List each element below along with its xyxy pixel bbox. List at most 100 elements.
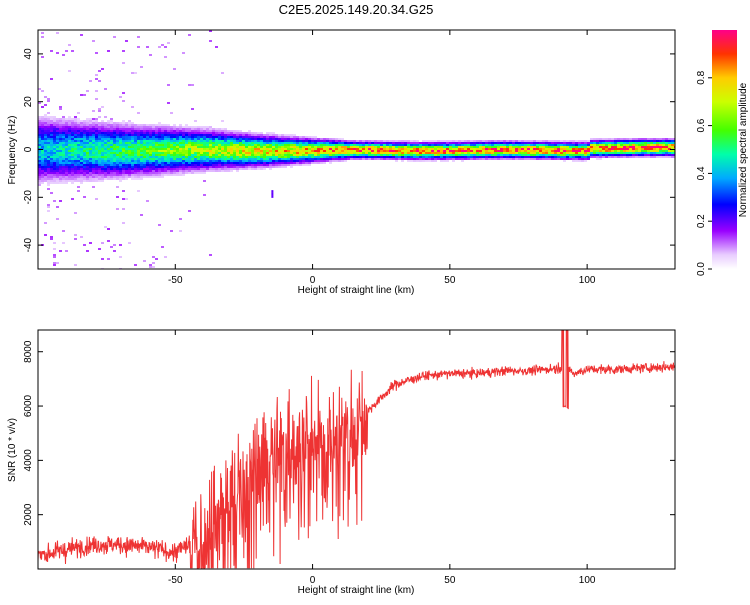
heatmap-cell	[71, 162, 74, 164]
heatmap-cell	[623, 140, 626, 142]
heatmap-cell	[98, 160, 101, 162]
heatmap-cell	[254, 136, 257, 138]
heatmap-cell	[134, 162, 137, 164]
heatmap-cell	[98, 156, 101, 158]
heatmap-cell	[104, 144, 107, 146]
heatmap-cell	[56, 162, 59, 164]
heatmap-cell	[230, 136, 233, 138]
heatmap-cell	[446, 154, 449, 156]
heatmap-cell	[419, 154, 422, 156]
snr-x-label: Height of straight line (km)	[298, 585, 415, 596]
heatmap-cell	[74, 148, 77, 150]
heatmap-cell	[44, 174, 47, 176]
heatmap-cell	[665, 140, 668, 142]
heatmap-cell	[524, 150, 527, 152]
heatmap-cell	[383, 156, 386, 158]
heatmap-cell	[122, 142, 125, 144]
heatmap-cell	[191, 130, 194, 132]
heatmap-cell	[551, 140, 554, 142]
heatmap-cell	[527, 146, 530, 148]
heatmap-cell	[155, 140, 158, 142]
heatmap-cell	[86, 120, 89, 122]
heatmap-cell	[206, 164, 209, 166]
heatmap-cell	[119, 142, 122, 144]
heatmap-cell	[56, 126, 59, 128]
heatmap-cell	[239, 134, 242, 136]
heatmap-cell	[155, 124, 158, 126]
heatmap-cell	[482, 158, 485, 160]
heatmap-cell	[59, 168, 62, 170]
heatmap-cell	[134, 152, 137, 154]
heatmap-cell	[287, 158, 290, 160]
heatmap-cell	[197, 150, 200, 152]
heatmap-cell	[179, 166, 182, 168]
heatmap-cell	[134, 144, 137, 146]
heatmap-cell	[233, 132, 236, 134]
heatmap-cell	[89, 170, 92, 172]
heatmap-cell	[89, 178, 92, 180]
heatmap-cell	[38, 120, 41, 122]
heatmap-cell	[140, 136, 143, 138]
heatmap-cell	[218, 158, 221, 160]
heatmap-cell	[521, 142, 524, 144]
colorbar-tick-label: 0.4	[696, 166, 707, 180]
heatmap-cell	[212, 158, 215, 160]
heatmap-cell	[242, 160, 245, 162]
heatmap-cell	[506, 158, 509, 160]
heatmap-cell	[320, 150, 323, 152]
heatmap-cell	[425, 140, 428, 142]
heatmap-cell	[647, 152, 650, 154]
x-tick-label: 0	[310, 575, 316, 586]
heatmap-cell	[257, 150, 260, 152]
heatmap-cell	[323, 146, 326, 148]
heatmap-cell	[347, 144, 350, 146]
heatmap-cell	[344, 140, 347, 142]
heatmap-cell	[185, 168, 188, 170]
heatmap-cell	[179, 164, 182, 166]
heatmap-cell	[164, 56, 167, 58]
heatmap-cell	[176, 144, 179, 146]
heatmap-cell	[650, 144, 653, 146]
heatmap-cell	[164, 256, 167, 258]
heatmap-cell	[251, 158, 254, 160]
heatmap-cell	[131, 150, 134, 152]
heatmap-cell	[161, 132, 164, 134]
heatmap-cell	[449, 146, 452, 148]
heatmap-cell	[182, 138, 185, 140]
heatmap-cell	[224, 164, 227, 166]
heatmap-cell	[467, 146, 470, 148]
heatmap-cell	[236, 148, 239, 150]
heatmap-cell	[314, 144, 317, 146]
heatmap-cell	[197, 138, 200, 140]
heatmap-cell	[350, 142, 353, 144]
heatmap-cell	[305, 152, 308, 154]
heatmap-cell	[239, 144, 242, 146]
heatmap-cell	[389, 154, 392, 156]
heatmap-cell	[326, 148, 329, 150]
heatmap-cell	[104, 154, 107, 156]
heatmap-cell	[74, 168, 77, 170]
heatmap-cell	[56, 262, 59, 264]
heatmap-cell	[62, 126, 65, 128]
heatmap-cell	[140, 152, 143, 154]
heatmap-cell	[212, 166, 215, 168]
heatmap-cell	[425, 150, 428, 152]
heatmap-cell	[668, 154, 671, 156]
heatmap-cell	[152, 170, 155, 172]
heatmap-cell	[119, 148, 122, 150]
heatmap-cell	[107, 178, 110, 180]
heatmap-cell	[77, 160, 80, 162]
heatmap-cell	[536, 158, 539, 160]
heatmap-cell	[440, 144, 443, 146]
spectrogram-x-label: Height of straight line (km)	[298, 285, 415, 296]
heatmap-cell	[473, 150, 476, 152]
heatmap-cell	[83, 144, 86, 146]
heatmap-cell	[512, 152, 515, 154]
heatmap-cell	[131, 134, 134, 136]
heatmap-cell	[431, 152, 434, 154]
heatmap-cell	[611, 144, 614, 146]
heatmap-cell	[395, 152, 398, 154]
heatmap-cell	[518, 154, 521, 156]
heatmap-cell	[44, 114, 47, 116]
heatmap-cell	[494, 156, 497, 158]
